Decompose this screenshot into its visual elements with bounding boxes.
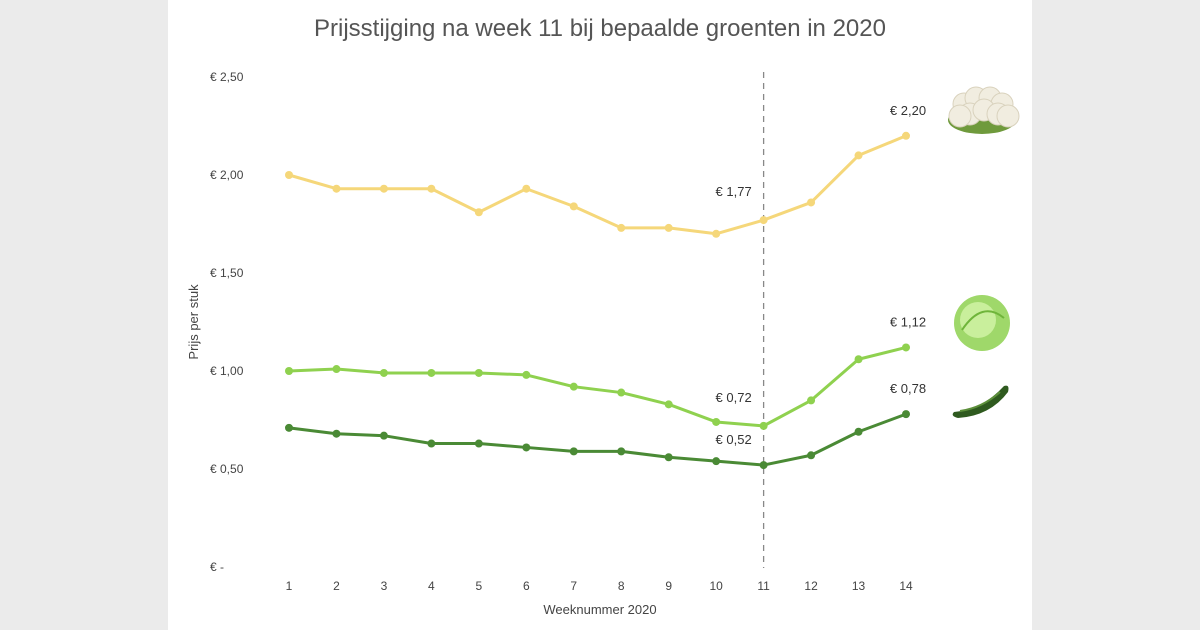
cauliflower-icon (948, 104, 972, 128)
data-label: € 0,72 (716, 390, 752, 405)
series-line (288, 346, 907, 428)
x-tick-label: 4 (428, 579, 435, 593)
data-point (902, 410, 910, 419)
x-tick-label: 6 (523, 579, 530, 593)
data-point (332, 365, 341, 374)
y-tick-label: € - (210, 560, 224, 574)
data-point (807, 451, 816, 460)
series-line (288, 134, 907, 236)
data-point (617, 447, 626, 456)
data-point (902, 343, 910, 352)
data-point (902, 131, 910, 140)
data-point (379, 184, 388, 193)
data-point (474, 439, 483, 448)
x-tick-label: 1 (286, 579, 293, 593)
data-point (285, 171, 293, 179)
x-tick-label: 2 (333, 579, 340, 593)
data-point (427, 184, 436, 193)
data-point (427, 368, 436, 377)
x-tick-label: 14 (899, 579, 913, 593)
data-point (332, 429, 341, 438)
x-tick-label: 5 (476, 579, 483, 593)
data-point (427, 439, 436, 448)
series-line (288, 412, 907, 467)
data-point (522, 184, 531, 193)
chart-panel (168, 0, 1032, 630)
lettuce-icon (960, 302, 996, 338)
x-tick-label: 7 (570, 579, 577, 593)
x-tick-label: 13 (852, 579, 866, 593)
data-label: € 1,77 (716, 184, 752, 199)
zucchini-icon (952, 385, 1009, 418)
cauliflower-icon (996, 104, 1020, 128)
x-tick-label: 3 (381, 579, 388, 593)
data-point (664, 400, 673, 409)
x-axis-label: Weeknummer 2020 (543, 602, 656, 617)
data-point (617, 388, 626, 397)
x-tick-label: 12 (804, 579, 818, 593)
x-tick-label: 11 (757, 579, 770, 593)
y-tick-label: € 0,50 (210, 462, 244, 476)
data-label: € 0,78 (890, 381, 926, 396)
chart-title: Prijsstijging na week 11 bij bepaalde gr… (314, 15, 886, 42)
data-point (807, 396, 816, 405)
data-point (854, 355, 863, 364)
data-point (664, 223, 673, 232)
y-axis-label: Prijs per stuk (186, 284, 201, 360)
data-point (854, 427, 863, 436)
data-point (759, 461, 768, 470)
data-point (285, 367, 293, 375)
x-tick-label: 9 (665, 579, 672, 593)
data-point (854, 151, 863, 160)
data-point (617, 223, 626, 232)
y-tick-label: € 2,50 (210, 70, 244, 84)
x-tick-label: 10 (709, 579, 723, 593)
data-point (522, 443, 531, 452)
data-point (664, 453, 673, 462)
y-tick-label: € 1,00 (210, 364, 244, 378)
y-tick-label: € 1,50 (210, 266, 244, 280)
data-label: € 2,20 (890, 103, 926, 118)
data-point (759, 216, 768, 225)
data-point (379, 431, 388, 440)
data-label: € 0,52 (716, 432, 752, 447)
x-tick-label: 8 (618, 579, 625, 593)
zucchini-icon (959, 391, 1001, 412)
y-tick-label: € 2,00 (210, 168, 244, 182)
data-point (379, 368, 388, 377)
data-point (285, 423, 293, 432)
data-point (474, 208, 483, 217)
data-label: € 1,12 (890, 314, 926, 329)
data-point (712, 229, 721, 238)
data-point (569, 202, 578, 211)
data-point (807, 198, 816, 207)
data-point (712, 457, 721, 466)
data-point (712, 417, 721, 426)
data-point (522, 370, 531, 379)
data-point (474, 368, 483, 377)
data-point (759, 421, 768, 430)
lettuce-icon (961, 310, 1005, 331)
data-point (332, 184, 341, 193)
data-point (569, 382, 578, 391)
data-point (569, 447, 578, 456)
